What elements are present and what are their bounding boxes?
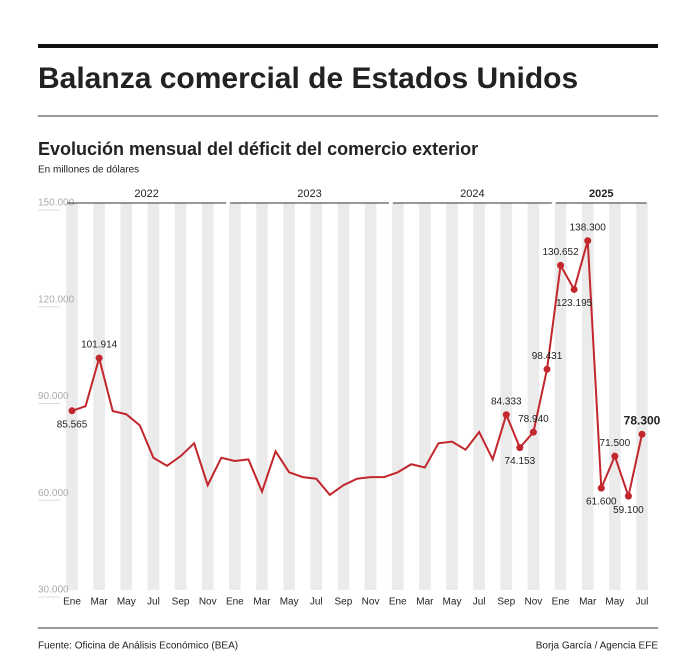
point <box>543 365 551 373</box>
stripe <box>500 203 513 590</box>
stripe <box>636 203 648 590</box>
value-label: 71.500 <box>600 438 631 449</box>
x-tick-label: May <box>605 597 624 608</box>
x-tick-label: Jul <box>636 597 649 608</box>
stripe <box>364 203 377 590</box>
unit: En millones de dólares <box>38 165 139 176</box>
value-label: 130.652 <box>542 247 579 258</box>
stripe <box>174 203 187 590</box>
stripe <box>446 203 458 590</box>
value-label: 84.333 <box>491 396 522 407</box>
y-tick-label: 90.000 <box>38 391 69 402</box>
point <box>624 492 632 500</box>
value-label: 85.565 <box>57 419 88 430</box>
stripe <box>93 203 105 590</box>
stripe <box>554 203 567 590</box>
year-label: 2025 <box>589 188 613 200</box>
x-tick-label: Nov <box>525 597 543 608</box>
stripe <box>120 203 133 590</box>
value-label: 98.431 <box>532 351 563 362</box>
stripe <box>229 203 241 590</box>
x-tick-label: Ene <box>389 597 407 608</box>
value-label: 123.195 <box>556 298 593 309</box>
stripe <box>66 203 78 590</box>
x-tick-label: Mar <box>91 597 109 608</box>
stripe <box>256 203 268 590</box>
y-tick-label: 60.000 <box>38 488 69 499</box>
x-tick-label: Ene <box>552 597 570 608</box>
stripe <box>527 203 540 590</box>
value-label: 59.100 <box>613 505 644 516</box>
value-label: 61.600 <box>586 497 617 508</box>
y-tick-label: 30.000 <box>38 585 69 596</box>
stripe <box>283 203 295 590</box>
point <box>611 452 619 460</box>
x-tick-label: Sep <box>172 597 190 608</box>
stripe <box>419 203 431 590</box>
value-label: 78.300 <box>624 413 661 427</box>
y-tick-label: 150.000 <box>38 198 75 209</box>
point <box>529 428 537 436</box>
x-tick-label: Sep <box>335 597 353 608</box>
x-tick-label: Jul <box>147 597 160 608</box>
x-tick-label: Mar <box>253 597 271 608</box>
stripe <box>473 203 485 590</box>
point <box>557 261 565 269</box>
stripe <box>581 203 594 590</box>
point <box>570 285 578 293</box>
x-tick-label: Sep <box>497 597 515 608</box>
point <box>597 484 605 492</box>
point <box>638 430 646 438</box>
point <box>95 354 103 362</box>
value-label: 101.914 <box>81 340 118 351</box>
year-label: 2022 <box>134 188 158 200</box>
subtitle: Evolución mensual del déficit del comerc… <box>38 139 478 159</box>
chart-title: Balanza comercial de Estados Unidos <box>38 62 578 95</box>
stripe <box>147 203 160 590</box>
year-label: 2023 <box>297 188 321 200</box>
value-label: 138.300 <box>570 222 607 233</box>
value-label: 78.940 <box>518 414 549 425</box>
stripe <box>337 203 350 590</box>
x-tick-label: May <box>443 597 462 608</box>
stripe <box>310 203 323 590</box>
x-tick-label: Jul <box>473 597 486 608</box>
source: Fuente: Oficina de Análisis Económico (B… <box>38 641 238 652</box>
x-tick-label: Nov <box>362 597 380 608</box>
credit: Borja García / Agencia EFE <box>536 641 659 652</box>
x-tick-label: Ene <box>63 597 81 608</box>
x-tick-label: Nov <box>199 597 217 608</box>
x-tick-label: Jul <box>310 597 323 608</box>
stripe <box>201 203 214 590</box>
year-label: 2024 <box>460 188 484 200</box>
x-tick-label: Ene <box>226 597 244 608</box>
stripe <box>609 203 621 590</box>
y-tick-label: 120.000 <box>38 294 75 305</box>
top-rule <box>38 44 658 48</box>
point <box>516 444 524 452</box>
x-tick-label: Mar <box>579 597 597 608</box>
point <box>68 407 76 415</box>
x-tick-label: Mar <box>416 597 434 608</box>
x-tick-label: May <box>280 597 299 608</box>
point <box>502 411 510 419</box>
value-label: 74.153 <box>505 456 536 467</box>
stripe <box>391 203 404 590</box>
x-tick-label: May <box>117 597 136 608</box>
point <box>584 237 592 245</box>
